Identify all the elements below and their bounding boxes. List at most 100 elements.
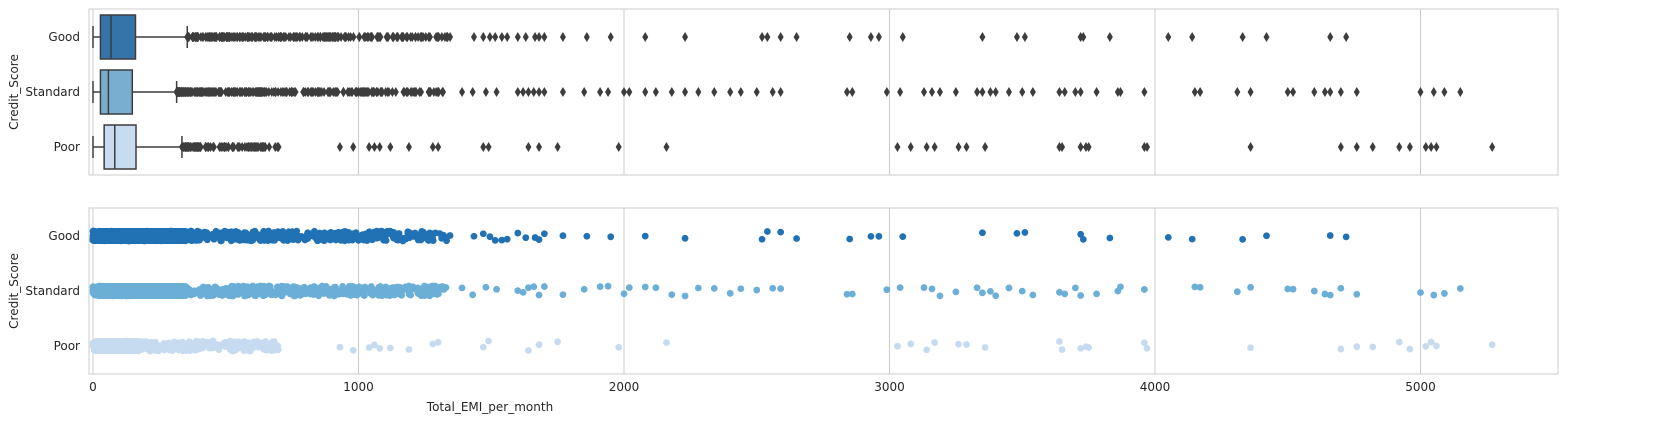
strip-point-good (427, 235, 435, 243)
box-outlier-standard (253, 87, 260, 97)
box-outlier-good (498, 32, 505, 42)
strip-point-poor (268, 340, 275, 348)
strip-point-poor (1488, 341, 1496, 349)
box-outlier-poor (350, 142, 357, 152)
box-outlier-poor (387, 142, 394, 152)
strip-point-standard (102, 292, 109, 299)
box-outlier-standard (425, 87, 432, 97)
strip-point-good (229, 229, 237, 237)
box-outlier-standard (1441, 87, 1448, 97)
box-outlier-standard (605, 87, 612, 97)
strip-point-standard (1117, 283, 1124, 291)
box-outlier-poor (429, 142, 436, 152)
box-outlier-good (522, 32, 529, 42)
strip-point-standard (1071, 284, 1079, 292)
strip-point-standard (407, 291, 415, 299)
box-outlier-standard (520, 87, 527, 97)
strip-point-poor (955, 340, 962, 348)
box-outlier-good (321, 32, 328, 42)
box-outlier-poor (955, 142, 962, 152)
strip-point-good (236, 236, 244, 244)
box-outlier-standard (621, 87, 627, 97)
box-outlier-standard (1093, 87, 1100, 97)
strip-point-standard (519, 288, 527, 296)
strip-point-poor (1085, 344, 1093, 351)
strip-point-good (540, 230, 548, 238)
box-outlier-standard (482, 87, 489, 97)
box-outlier-good (541, 32, 548, 42)
strip-point-good (108, 235, 116, 243)
strip-point-good (1164, 233, 1172, 241)
strip-point-poor (1056, 338, 1063, 345)
strip-point-poor (931, 339, 939, 346)
box-outlier-poor (249, 142, 256, 152)
strip-point-poor (1247, 344, 1254, 352)
box-outlier-poor (1353, 142, 1360, 152)
strip-point-poor (894, 342, 901, 350)
box-outlier-standard (302, 87, 309, 97)
box-outlier-good (532, 32, 539, 42)
strip-point-good (763, 228, 771, 235)
strip-point-standard (129, 284, 137, 292)
strip-point-standard (1289, 285, 1297, 293)
strip-point-standard (237, 286, 245, 294)
strip-point-standard (260, 282, 268, 290)
strip-point-standard (1321, 290, 1329, 298)
box-outlier-standard (279, 87, 286, 97)
strip-point-standard (203, 285, 211, 293)
strip-point-standard (139, 290, 147, 297)
box-outlier-poor (480, 142, 487, 152)
box-outlier-good (307, 32, 314, 42)
strip-point-good (867, 232, 875, 240)
strip-point-good (128, 231, 136, 239)
box-outlier-poor (371, 142, 378, 152)
box-outlier-standard (187, 87, 194, 97)
box-outlier-poor (235, 142, 242, 152)
strip-point-standard (540, 283, 548, 290)
strip-point-good (479, 230, 487, 238)
strip-point-standard (920, 284, 928, 291)
stripplot-category-label-standard: Standard (25, 284, 80, 298)
box-outlier-good (682, 32, 689, 42)
strip-point-standard (417, 291, 424, 298)
strip-point-good (345, 233, 352, 241)
box-outlier-poor (189, 142, 196, 152)
strip-point-standard (1018, 287, 1026, 295)
strip-point-poor (525, 347, 532, 354)
box-outlier-good (356, 32, 363, 42)
box-outliers-good (184, 32, 1350, 42)
box-outlier-good (244, 32, 251, 42)
box-outlier-good (425, 32, 432, 42)
box-outlier-good (299, 32, 306, 42)
strip-point-good (204, 230, 212, 238)
x-tick-label-1: 1000 (343, 380, 374, 394)
box-outlier-good (199, 32, 206, 42)
box-outlier-standard (344, 87, 351, 97)
box-outlier-standard (1061, 87, 1068, 97)
box-outlier-poor (260, 142, 267, 152)
strip-point-poor (1433, 342, 1440, 350)
strip-point-good (486, 233, 494, 241)
box-outlier-poor (615, 142, 622, 152)
strip-series-poor (89, 337, 1496, 355)
strip-point-poor (199, 344, 207, 352)
box-outlier-good (219, 32, 226, 42)
strip-point-standard (973, 284, 981, 292)
strip-point-standard (753, 286, 761, 294)
strip-point-standard (223, 287, 231, 295)
strip-point-poor (1143, 344, 1151, 352)
strip-point-poor (963, 341, 970, 348)
strip-point-good (793, 235, 800, 242)
strip-point-standard (641, 283, 649, 291)
box-outlier-standard (559, 87, 566, 97)
box-outlier-good (1327, 32, 1334, 42)
box-outlier-good (1021, 32, 1028, 42)
box-outlier-good (326, 32, 333, 42)
box-outlier-standard (626, 87, 633, 97)
strip-point-poor (479, 343, 487, 351)
strip-point-standard (952, 288, 960, 296)
box-outlier-good (342, 32, 349, 42)
strip-point-good (258, 233, 266, 241)
strip-point-poor (175, 339, 183, 347)
strip-point-poor (923, 346, 931, 354)
